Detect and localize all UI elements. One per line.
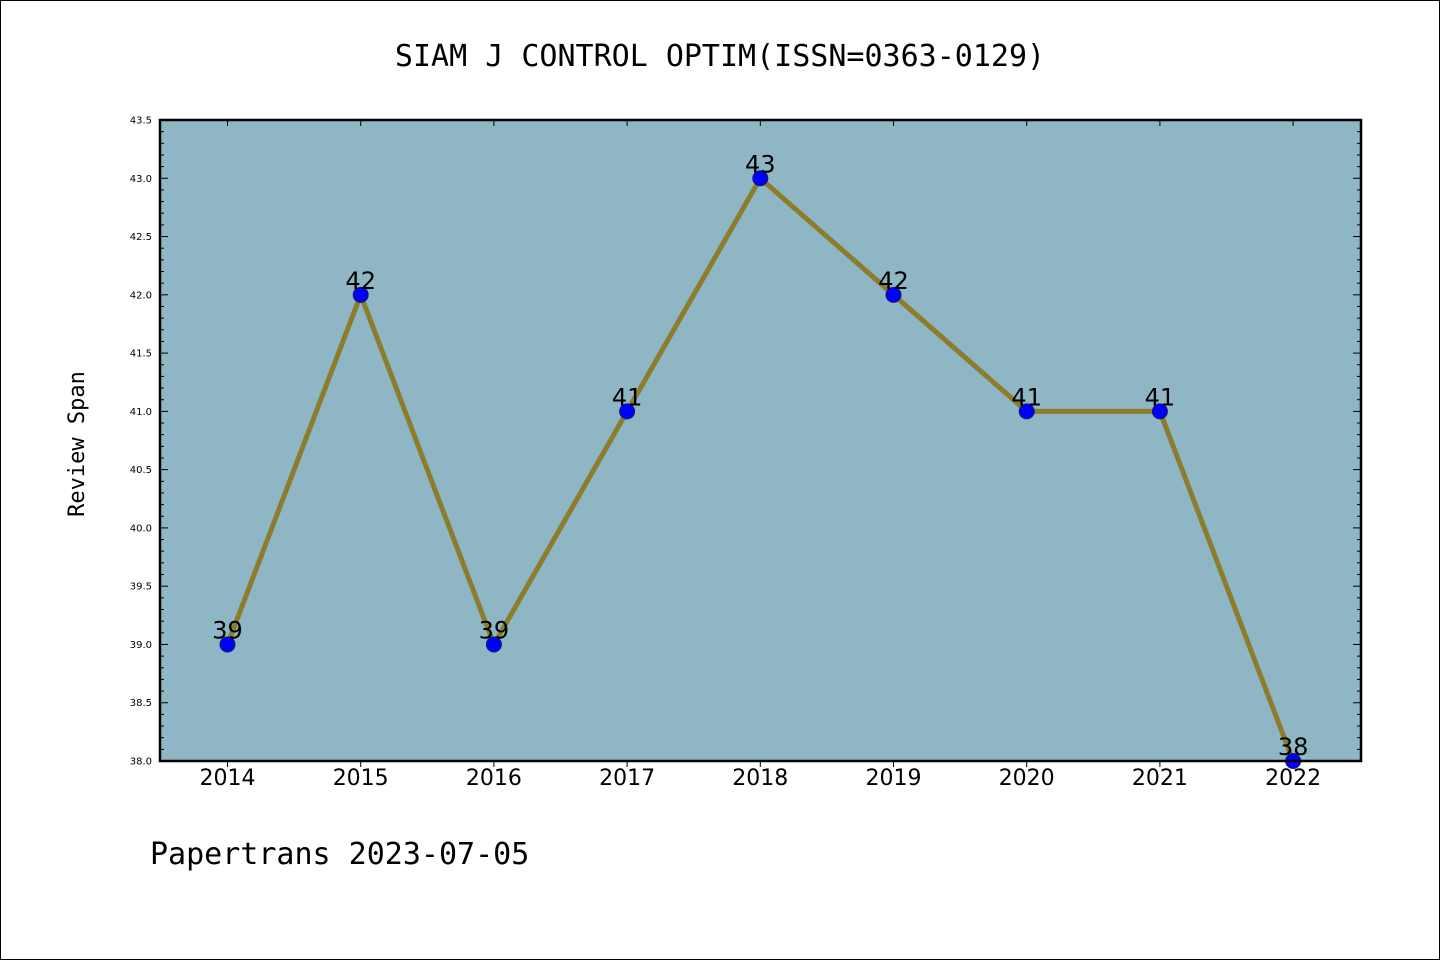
data-point [219, 636, 236, 653]
x-tick-label: 2015 [333, 766, 389, 791]
data-label: 41 [1011, 383, 1042, 411]
data-label: 41 [1145, 383, 1176, 411]
x-tick-label: 2020 [999, 766, 1055, 791]
data-label: 42 [878, 267, 909, 295]
x-tick-label: 2014 [200, 766, 256, 791]
y-tick-label: 43.0 [130, 174, 152, 185]
plot-area [160, 120, 1361, 761]
y-tick-label: 40.0 [130, 523, 152, 534]
x-tick-label: 2022 [1265, 766, 1321, 791]
y-tick-label: 43.5 [130, 116, 152, 127]
data-point [885, 286, 902, 303]
y-tick-label: 42.5 [130, 232, 152, 243]
chart-title: SIAM J CONTROL OPTIM(ISSN=0363-0129) [395, 39, 1045, 74]
plot-border [158, 118, 1363, 763]
data-series: 39 42 39 41 43 42 41 41 38 [212, 150, 1309, 769]
x-tick-label: 2018 [732, 766, 788, 791]
data-point [485, 636, 502, 653]
y-axis-label: Review Span [65, 371, 90, 517]
y-tick-label: 41.0 [130, 407, 152, 418]
y-tick-label: 42.0 [130, 290, 152, 301]
y-tick-label: 38.5 [130, 698, 152, 709]
y-tick-label: 41.5 [130, 349, 152, 360]
data-label: 38 [1278, 733, 1309, 761]
data-point [352, 286, 369, 303]
y-tick-label: 39.0 [130, 640, 152, 651]
x-tick-label: 2019 [866, 766, 922, 791]
y-tick-label: 39.5 [130, 582, 152, 593]
data-label: 41 [612, 383, 643, 411]
data-label: 43 [745, 150, 776, 178]
data-label: 42 [345, 267, 376, 295]
data-point [1018, 403, 1035, 420]
data-label: 39 [479, 616, 510, 644]
footer-text: Papertrans 2023-07-05 [150, 837, 529, 872]
data-label: 39 [212, 616, 243, 644]
y-tick-label: 38.0 [130, 757, 152, 768]
x-axis: 2014 2015 2016 2017 2018 2019 2020 2021 2022 [200, 120, 1321, 791]
data-point [619, 403, 636, 420]
y-tick-label: 40.5 [130, 465, 152, 476]
x-tick-label: 2016 [466, 766, 522, 791]
data-point [1151, 403, 1168, 420]
x-tick-label: 2021 [1132, 766, 1188, 791]
data-point [752, 170, 769, 187]
x-tick-label: 2017 [599, 766, 655, 791]
